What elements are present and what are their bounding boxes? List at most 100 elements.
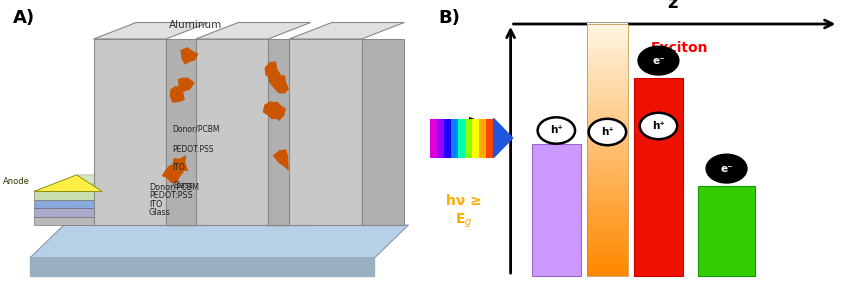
Text: eV: eV xyxy=(469,115,484,137)
Bar xyxy=(587,94,628,100)
Bar xyxy=(479,118,488,158)
Bar xyxy=(587,235,628,241)
Bar xyxy=(587,139,628,145)
Bar xyxy=(587,88,628,94)
Text: B): B) xyxy=(438,9,460,27)
Polygon shape xyxy=(94,22,208,39)
Polygon shape xyxy=(196,39,268,225)
Text: PEDOT:PSS: PEDOT:PSS xyxy=(149,191,192,200)
Polygon shape xyxy=(268,39,289,225)
Bar xyxy=(587,200,628,206)
Bar xyxy=(587,63,628,69)
Polygon shape xyxy=(272,149,288,171)
Text: Glass: Glass xyxy=(172,182,193,190)
Text: Glass: Glass xyxy=(149,208,171,217)
Bar xyxy=(458,118,466,158)
Bar xyxy=(587,230,628,236)
Bar xyxy=(444,118,452,158)
Text: TCO: TCO xyxy=(550,209,563,237)
Text: hν ≥: hν ≥ xyxy=(446,194,482,208)
Bar xyxy=(587,129,628,135)
Bar xyxy=(587,43,628,49)
Text: n-Type
Acceptor: n-Type Acceptor xyxy=(712,200,741,262)
Polygon shape xyxy=(268,39,311,225)
Polygon shape xyxy=(162,164,180,178)
Bar xyxy=(634,78,683,276)
Polygon shape xyxy=(34,208,102,217)
Bar xyxy=(587,58,628,64)
Text: p-Type
Donor: p-Type Donor xyxy=(644,174,673,219)
Bar xyxy=(587,114,628,120)
Bar xyxy=(587,179,628,185)
Bar xyxy=(587,240,628,246)
Bar xyxy=(587,38,628,44)
Bar xyxy=(587,250,628,256)
Bar xyxy=(430,118,437,158)
Bar xyxy=(587,53,628,59)
Bar xyxy=(587,260,628,266)
Bar xyxy=(587,144,628,150)
Text: Aluminum: Aluminum xyxy=(169,20,222,30)
Polygon shape xyxy=(180,47,198,65)
Bar xyxy=(587,220,628,226)
Bar xyxy=(587,23,628,29)
Text: Donor/PCBM: Donor/PCBM xyxy=(149,183,199,192)
Bar xyxy=(587,255,628,261)
Polygon shape xyxy=(263,101,279,119)
Bar xyxy=(587,33,628,39)
Bar xyxy=(587,149,628,155)
Text: z: z xyxy=(667,0,677,12)
Text: h⁺: h⁺ xyxy=(550,125,563,136)
FancyArrow shape xyxy=(494,118,512,158)
Text: Exciton: Exciton xyxy=(651,41,709,55)
Text: e⁻: e⁻ xyxy=(720,164,733,174)
Text: Hole-Transporting
Layer: Hole-Transporting Layer xyxy=(597,98,619,202)
Bar xyxy=(698,186,755,276)
Bar xyxy=(587,104,628,110)
Polygon shape xyxy=(196,22,311,39)
Polygon shape xyxy=(34,191,102,200)
Bar xyxy=(587,270,628,276)
Polygon shape xyxy=(166,201,196,225)
Bar xyxy=(587,205,628,211)
Text: E$_g$: E$_g$ xyxy=(455,211,472,230)
Bar xyxy=(587,184,628,190)
Bar xyxy=(487,118,494,158)
Polygon shape xyxy=(265,61,281,79)
Polygon shape xyxy=(30,258,374,276)
Bar xyxy=(587,210,628,215)
Bar xyxy=(587,174,628,180)
Polygon shape xyxy=(166,39,208,225)
Bar xyxy=(437,118,445,158)
Polygon shape xyxy=(34,183,145,200)
Bar xyxy=(587,194,628,200)
Bar xyxy=(587,99,628,105)
Bar xyxy=(587,24,628,276)
Polygon shape xyxy=(94,39,166,225)
Bar xyxy=(587,79,628,85)
Bar xyxy=(587,68,628,74)
Circle shape xyxy=(538,117,575,144)
Text: Anode: Anode xyxy=(3,177,30,186)
Polygon shape xyxy=(269,102,286,122)
Polygon shape xyxy=(34,175,145,191)
Bar xyxy=(451,118,459,158)
Bar xyxy=(587,154,628,160)
Circle shape xyxy=(706,154,747,183)
Text: ITO: ITO xyxy=(172,164,185,172)
Circle shape xyxy=(640,113,677,139)
Text: A): A) xyxy=(13,9,35,27)
Bar xyxy=(587,119,628,125)
Polygon shape xyxy=(34,175,102,191)
Bar xyxy=(587,169,628,175)
Bar xyxy=(532,144,580,276)
Polygon shape xyxy=(272,75,289,94)
Bar xyxy=(587,245,628,251)
Polygon shape xyxy=(289,22,404,39)
Bar xyxy=(587,265,628,271)
Polygon shape xyxy=(34,200,102,208)
Bar xyxy=(587,134,628,140)
Text: PEDOT:PSS: PEDOT:PSS xyxy=(172,146,214,154)
Circle shape xyxy=(638,46,679,75)
Bar xyxy=(587,109,628,115)
